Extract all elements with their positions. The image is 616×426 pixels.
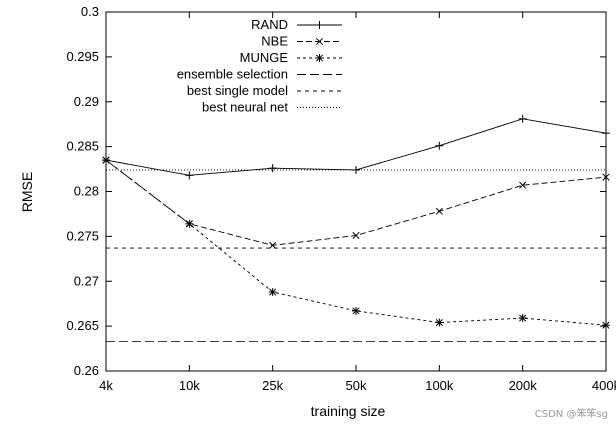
y-tick-label: 0.265 bbox=[66, 318, 99, 333]
data-point-munge bbox=[102, 156, 110, 165]
data-point-rand bbox=[518, 114, 527, 123]
x-tick-label: 400k bbox=[592, 378, 616, 393]
data-point-rand bbox=[602, 129, 610, 138]
x-axis-label: training size bbox=[311, 403, 386, 419]
series-lines bbox=[105, 118, 607, 326]
watermark: CSDN @笨笨sg bbox=[534, 409, 608, 420]
legend-label: NBE bbox=[261, 34, 288, 49]
legend-label: best neural net bbox=[202, 100, 288, 115]
data-point-nbe bbox=[352, 231, 360, 240]
y-tick-label: 0.3 bbox=[81, 4, 99, 19]
y-tick-label: 0.26 bbox=[74, 363, 99, 378]
x-axis: 4k 10k 25k 50k 100k 200k 400k bbox=[99, 12, 616, 393]
x-tick-label: 100k bbox=[425, 378, 454, 393]
legend-label: ensemble selection bbox=[177, 67, 288, 82]
reference-lines bbox=[106, 169, 606, 342]
y-tick-label: 0.295 bbox=[66, 49, 99, 64]
y-axis: 0.26 0.265 0.27 0.275 0.28 0.285 0.29 0.295 0.3 bbox=[66, 4, 606, 378]
data-point-munge bbox=[268, 288, 277, 297]
x-tick-label: 25k bbox=[262, 378, 283, 393]
legend-label: best single model bbox=[187, 83, 288, 98]
y-tick-label: 0.28 bbox=[74, 184, 99, 199]
data-point-munge bbox=[352, 306, 360, 315]
legend-marker bbox=[315, 37, 324, 46]
y-tick-label: 0.27 bbox=[74, 273, 99, 288]
data-point-munge bbox=[602, 321, 610, 330]
legend-marker bbox=[315, 21, 324, 29]
data-markers bbox=[102, 114, 610, 330]
legend-marker bbox=[315, 54, 324, 62]
series-line-munge bbox=[105, 159, 607, 326]
data-point-nbe bbox=[602, 173, 610, 181]
data-point-nbe bbox=[269, 241, 277, 249]
x-tick-label: 200k bbox=[509, 378, 538, 393]
data-point-nbe bbox=[435, 207, 443, 215]
y-tick-label: 0.29 bbox=[74, 94, 99, 109]
data-point-munge bbox=[435, 318, 444, 327]
y-tick-label: 0.275 bbox=[66, 228, 99, 243]
data-point-munge bbox=[518, 314, 527, 323]
y-axis-label: RMSE bbox=[19, 172, 35, 212]
y-tick-label: 0.285 bbox=[66, 139, 99, 154]
x-tick-label: 10k bbox=[179, 378, 200, 393]
x-tick-label: 50k bbox=[346, 378, 367, 393]
legend-label: MUNGE bbox=[240, 50, 289, 65]
data-point-rand bbox=[352, 165, 360, 174]
data-point-nbe bbox=[519, 181, 527, 189]
data-point-rand bbox=[185, 171, 194, 180]
legend-label: RAND bbox=[251, 17, 288, 32]
data-point-munge bbox=[185, 219, 194, 228]
x-tick-label: 4k bbox=[99, 378, 113, 393]
data-point-rand bbox=[435, 141, 444, 150]
data-point-rand bbox=[268, 164, 277, 173]
